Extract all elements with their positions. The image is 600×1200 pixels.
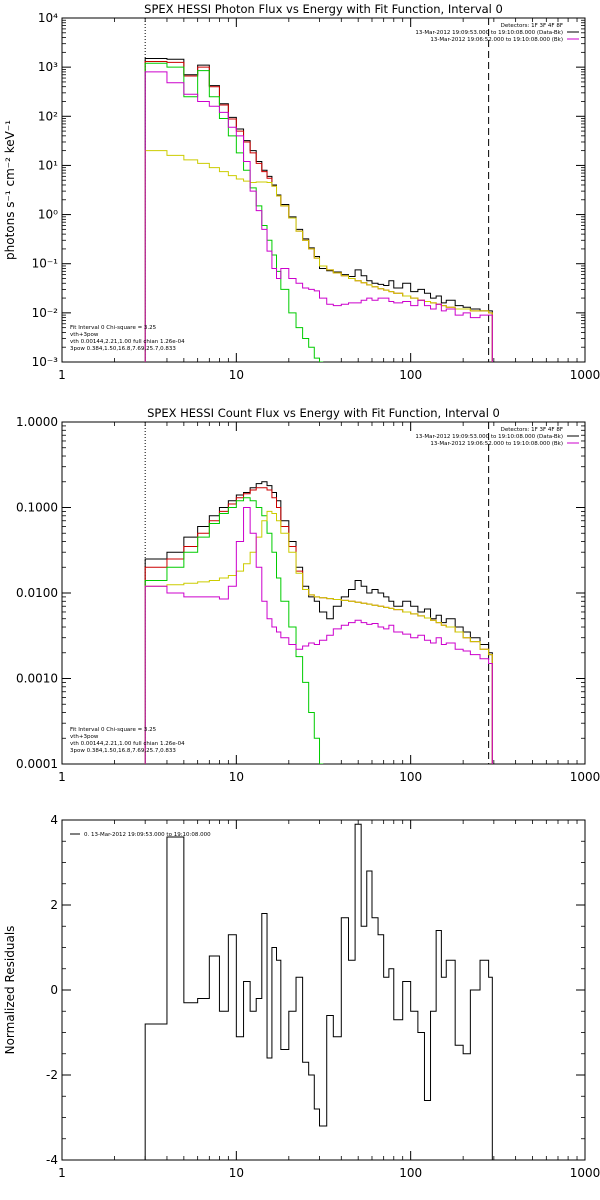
- series-bk: [144, 507, 493, 764]
- x-axis: 1 10 100 1000: [58, 18, 600, 382]
- y-tick-label: 10⁰: [38, 208, 58, 222]
- series-vth: [144, 497, 324, 764]
- legend: Fit Interval 0 Chi-square = 3.25vth+3pow…: [70, 727, 185, 754]
- y-axis: 10⁻³ 10⁻² 10⁻¹ 10⁰ 10¹ 10² 10³ 10⁴: [32, 11, 585, 369]
- y-tick-label: 0: [50, 983, 58, 997]
- y-tick-label: 10⁻¹: [32, 257, 59, 271]
- x-tick-label: 100: [399, 368, 422, 382]
- legend-entry: 13-Mar-2012 19:09:53.000 to 19:10:08.000…: [415, 434, 563, 440]
- x-tick-label: 10: [229, 1166, 244, 1180]
- legend-entry: 0. 13-Mar-2012 19:09:53.000 to 19:10:08.…: [84, 832, 211, 838]
- x-tick-label: 100: [399, 770, 422, 784]
- legend-entry: Detectors: 1F 3F 4F 8F: [501, 427, 563, 433]
- x-tick-label: 10: [229, 770, 244, 784]
- y-tick-label: 2: [50, 898, 58, 912]
- series-data-bk: [144, 481, 493, 764]
- chart-2: SPEX HESSI Count Flux vs Energy with Fit…: [16, 406, 600, 784]
- legend-entry: vth+3pow: [70, 332, 99, 338]
- x-tick-label: 1000: [570, 368, 600, 382]
- y-axis-label: Normalized Residuals: [3, 926, 17, 1055]
- series-data-bk: [144, 57, 493, 362]
- y-tick-label: 10⁴: [38, 11, 58, 25]
- y-tick-label: 0.0010: [16, 672, 58, 686]
- series-vth: [144, 62, 324, 362]
- legend-entry: vth+3pow: [70, 734, 99, 740]
- x-tick-label: 1: [58, 1166, 66, 1180]
- chart-1: SPEX HESSI Photon Flux vs Energy with Fi…: [3, 2, 600, 382]
- chart-3: 1 10 100 1000 -4 -2 0 2 4 Normalized Residuals 0. …: [3, 813, 600, 1180]
- y-tick-label: 4: [50, 813, 58, 827]
- series-0-13-mar-2012-19-09-53-000-to-19-10-08-000: [144, 823, 493, 1160]
- legend-entry: Fit Interval 0 Chi-square = 3.25: [70, 727, 157, 733]
- y-tick-label: 1.0000: [16, 415, 58, 429]
- chart-title: SPEX HESSI Count Flux vs Energy with Fit…: [147, 406, 500, 420]
- plot-frame: [61, 421, 586, 765]
- y-tick-label: 10³: [38, 60, 58, 74]
- legend-entry: Detectors: 1F 3F 4F 8F: [501, 23, 563, 29]
- y-tick-label: -2: [46, 1068, 58, 1082]
- y-axis: -4 -2 0 2 4: [46, 813, 585, 1167]
- plot-frame: [61, 17, 586, 363]
- x-tick-label: 1000: [570, 770, 600, 784]
- y-tick-label: 0.1000: [16, 501, 58, 515]
- legend-entry: 13-Mar-2012 19:06:52.000 to 19:10:08.000…: [430, 37, 563, 43]
- x-tick-label: 1000: [570, 1166, 600, 1180]
- x-tick-label: 1: [58, 770, 66, 784]
- legend-entry: vth 0.00144,2.21,1.00 full chian 1.26e-0…: [70, 741, 185, 747]
- legend: Fit Interval 0 Chi-square = 3.25vth+3pow…: [70, 325, 185, 352]
- y-tick-label: 0.0100: [16, 586, 58, 600]
- series-vth-3pow: [144, 61, 493, 362]
- y-tick-label: -4: [46, 1153, 58, 1167]
- plot-frame: [61, 819, 586, 1161]
- series-bk: [144, 71, 493, 362]
- x-axis: 1 10 100 1000: [58, 422, 600, 784]
- x-axis: 1 10 100 1000: [58, 820, 600, 1180]
- y-tick-label: 10²: [38, 109, 58, 123]
- legend-entry: 3pow 0.384,1.50,16.8,7.69,25.7,0.833: [70, 346, 176, 352]
- legend: 0. 13-Mar-2012 19:09:53.000 to 19:10:08.…: [70, 832, 211, 838]
- y-tick-label: 10⁻³: [32, 355, 59, 369]
- y-axis: 0.0001 0.0010 0.0100 0.1000 1.0000: [16, 415, 585, 771]
- x-tick-label: 100: [399, 1166, 422, 1180]
- legend-entry: 13-Mar-2012 19:06:52.000 to 19:10:08.000…: [430, 441, 563, 447]
- legend-entry: vth 0.00144,2.21,1.00 full chian 1.26e-0…: [70, 339, 185, 345]
- y-tick-label: 0.0001: [16, 757, 58, 771]
- y-tick-label: 10⁻²: [32, 306, 59, 320]
- y-axis-label: photons s⁻¹ cm⁻² keV⁻¹: [3, 120, 17, 260]
- chart-title: SPEX HESSI Photon Flux vs Energy with Fi…: [144, 2, 503, 16]
- legend-entry: Fit Interval 0 Chi-square = 3.25: [70, 325, 157, 331]
- x-tick-label: 10: [229, 368, 244, 382]
- x-tick-label: 1: [58, 368, 66, 382]
- legend-entry: 3pow 0.384,1.50,16.8,7.69,25.7,0.833: [70, 748, 176, 754]
- series-3pow: [144, 510, 493, 764]
- legend-entry: 13-Mar-2012 19:09:53.000 to 19:10:08.000…: [415, 30, 563, 36]
- y-tick-label: 10¹: [38, 158, 58, 172]
- series-3pow: [144, 150, 493, 362]
